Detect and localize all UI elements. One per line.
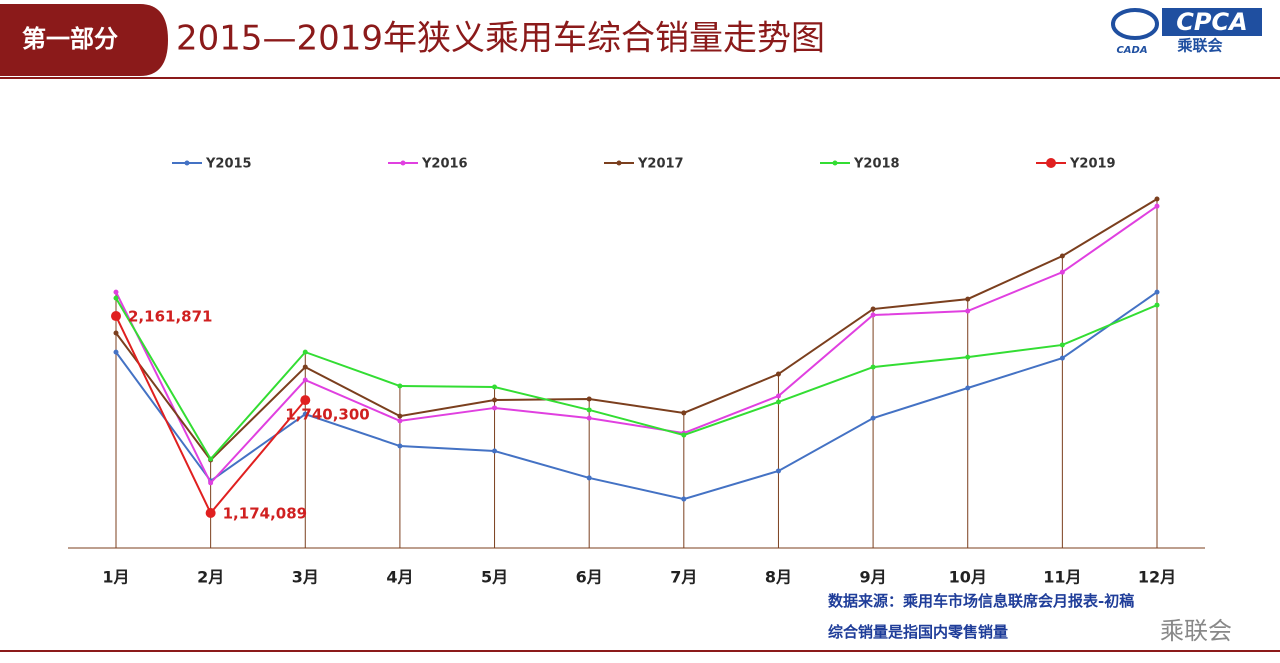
data-point: [1154, 289, 1160, 295]
data-point: [492, 397, 498, 403]
x-tick-label: 1月: [102, 568, 129, 587]
data-point: [586, 396, 592, 402]
data-point: [397, 383, 403, 389]
data-point: [1059, 342, 1065, 348]
logo-main: CPCA: [1176, 8, 1247, 36]
data-point: [302, 364, 308, 370]
watermark: 乘联会: [1160, 617, 1232, 645]
data-point: [1154, 196, 1160, 202]
x-tick-label: 2月: [197, 568, 224, 587]
legend-label: Y2016: [421, 157, 468, 172]
source-note: 数据来源：乘用车市场信息联席会月报表-初稿: [828, 592, 1134, 610]
x-tick-label: 11月: [1043, 568, 1081, 587]
data-point: [681, 432, 687, 438]
x-tick-label: 7月: [670, 568, 697, 587]
x-tick-label: 6月: [576, 568, 603, 587]
data-point: [113, 349, 119, 355]
chart-title: 2015—2019年狭义乘用车综合销量走势图: [176, 19, 825, 59]
data-point: [775, 399, 781, 405]
series-line: [115, 291, 1158, 501]
data-point: [870, 415, 876, 421]
data-point: [870, 364, 876, 370]
legend-marker: [1046, 158, 1056, 168]
data-point: [1059, 269, 1065, 275]
data-point: [965, 308, 971, 314]
data-point: [113, 330, 119, 336]
data-point: [775, 468, 781, 474]
legend-label: Y2019: [1069, 157, 1116, 172]
data-point: [870, 312, 876, 318]
logo-box: [1162, 8, 1262, 36]
data-point: [965, 385, 971, 391]
data-point: [208, 456, 214, 462]
data-point: [302, 349, 308, 355]
data-point: [205, 508, 216, 518]
legend-marker: [832, 160, 838, 166]
data-label: 1,174,089: [223, 505, 307, 523]
legend-label: Y2017: [637, 157, 684, 172]
data-point: [208, 480, 214, 486]
definition-note: 综合销量是指国内零售销量: [828, 623, 1008, 641]
data-point: [775, 393, 781, 399]
logo-mark: [1111, 8, 1159, 40]
data-point: [586, 475, 592, 481]
logo-sub: 乘联会: [1176, 37, 1222, 55]
data-label: 2,161,871: [128, 308, 212, 326]
legend-label: Y2015: [205, 157, 252, 172]
data-point: [492, 405, 498, 411]
x-tick-label: 5月: [481, 568, 508, 587]
data-point: [586, 407, 592, 413]
legend-marker: [400, 160, 406, 166]
x-tick-label: 3月: [292, 568, 319, 587]
legend-marker: [616, 160, 622, 166]
data-point: [300, 395, 311, 406]
x-tick-label: 9月: [860, 568, 887, 587]
data-point: [492, 448, 498, 454]
data-point: [302, 377, 308, 383]
series-line: [115, 205, 1158, 485]
data-point: [113, 295, 119, 301]
legend-marker: [184, 160, 190, 166]
series-line: [115, 297, 1158, 461]
data-point: [586, 415, 592, 421]
data-point: [1059, 355, 1065, 361]
series-line: [115, 198, 1158, 462]
x-tick-label: 12月: [1138, 568, 1176, 587]
data-point: [1154, 302, 1160, 308]
data-point: [397, 443, 403, 449]
data-point: [681, 496, 687, 502]
data-point: [1154, 203, 1160, 209]
section-label: 第一部分: [22, 25, 118, 53]
x-tick-label: 8月: [765, 568, 792, 587]
data-point: [1059, 253, 1065, 259]
data-point: [775, 371, 781, 377]
data-point: [965, 354, 971, 360]
data-point: [965, 296, 971, 302]
data-point: [113, 289, 119, 295]
data-point: [492, 384, 498, 390]
logo-left: CADA: [1116, 45, 1147, 56]
data-point: [870, 306, 876, 312]
data-point: [302, 411, 308, 417]
data-label: 1,740,300: [285, 406, 369, 424]
data-point: [397, 413, 403, 419]
x-tick-label: 10月: [949, 568, 987, 587]
data-point: [111, 311, 121, 322]
x-tick-label: 4月: [386, 568, 413, 587]
legend-label: Y2018: [853, 157, 900, 172]
data-point: [681, 410, 687, 416]
section-tab: [0, 4, 168, 76]
data-point: [397, 418, 403, 424]
